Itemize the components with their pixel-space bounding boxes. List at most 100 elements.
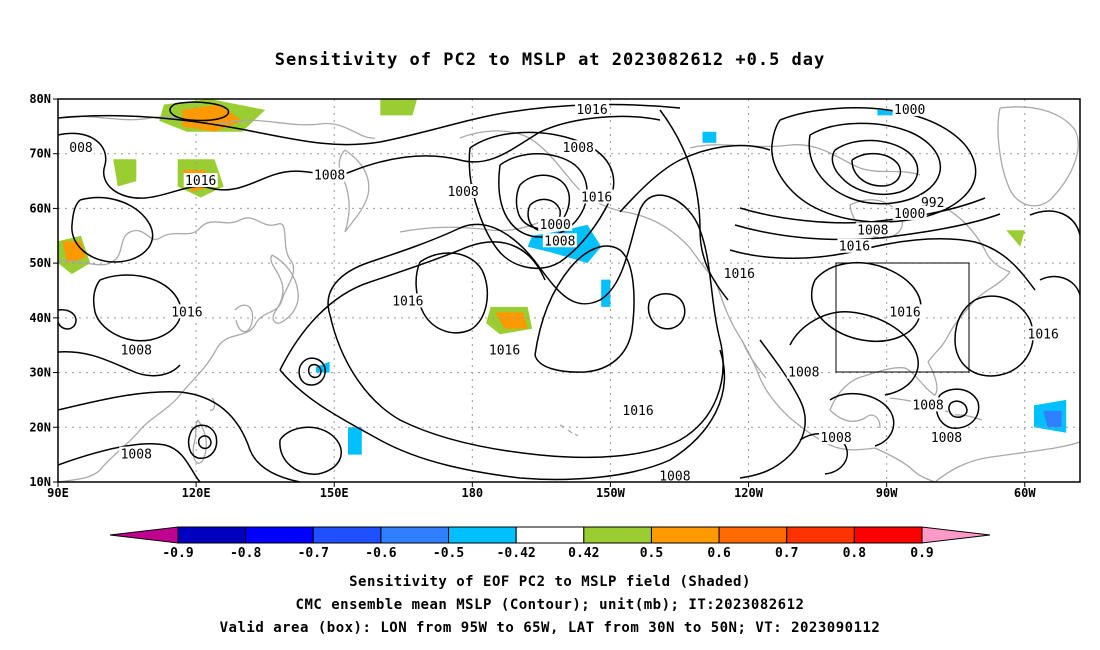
contour-label: 1008 — [659, 470, 690, 485]
colorbar-label: 0.9 — [910, 546, 933, 561]
contour-label: 1008 — [563, 141, 594, 156]
mslp-contour — [197, 435, 212, 450]
coastline-hawaii — [559, 424, 579, 437]
lon-label: 60W — [1014, 486, 1036, 500]
coastline-aleutians — [399, 221, 541, 233]
contour-label-bg — [312, 167, 347, 182]
contour-label-bg — [888, 304, 923, 319]
colorbar-over-triangle — [921, 526, 991, 544]
contour-label: 1008 — [912, 398, 943, 413]
contour-label: 1016 — [171, 305, 202, 320]
contour-label-bg — [1026, 326, 1061, 341]
mslp-contour — [71, 196, 154, 263]
colorbar-segment — [583, 526, 652, 544]
contour-label: 1008 — [121, 344, 152, 359]
mslp-contour — [58, 351, 181, 377]
shaded-area — [182, 104, 243, 132]
mslp-contour — [619, 144, 771, 213]
contour-label-bg — [68, 140, 95, 155]
map-frame — [57, 98, 1081, 483]
colorbar-segment — [177, 526, 247, 544]
contour-label: 1016 — [576, 103, 607, 118]
contour-label-bg — [542, 233, 577, 248]
mslp-contour — [327, 194, 724, 459]
mslp-contour — [58, 103, 681, 146]
contour-label: 1016 — [889, 305, 920, 320]
coastline-east-asia — [58, 217, 295, 482]
colorbar-segment — [380, 526, 450, 544]
caption-valid-area: Valid area (box): LON from 95W to 65W, L… — [219, 620, 881, 636]
contour-label: 1000 — [540, 218, 571, 233]
mslp-contour — [58, 390, 301, 482]
contour-label-bg — [837, 238, 872, 253]
mslp-contour — [851, 152, 902, 187]
contour-label: 1008 — [544, 234, 575, 249]
mslp-contour — [948, 400, 968, 418]
mslp-contour — [468, 131, 615, 269]
contour-label: 1016 — [839, 240, 870, 255]
contour-label: 1008 — [931, 431, 962, 446]
contour-label-bg — [911, 397, 946, 412]
contour-label-bg — [855, 222, 890, 237]
colorbar-label: 0.42 — [568, 546, 599, 561]
lon-label: 150E — [320, 486, 349, 500]
contour-label-bg — [119, 342, 154, 357]
coastline-kamchatka — [338, 149, 370, 233]
contour-label: 1008 — [314, 169, 345, 184]
colorbar-label: -0.5 — [433, 546, 464, 561]
coastline-south-america — [934, 441, 1080, 482]
contour-label-bg — [390, 293, 425, 308]
contour-label-bg — [169, 304, 204, 319]
shaded-area — [113, 159, 137, 187]
shaded-area — [495, 312, 528, 329]
mslp-contour — [954, 295, 1034, 377]
shaded-area — [380, 99, 418, 116]
contour-label-bg — [786, 364, 821, 379]
mslp-contour — [789, 311, 919, 396]
mslp-contour — [279, 241, 726, 481]
mslp-contour — [647, 293, 686, 330]
lon-label: 180 — [461, 486, 483, 500]
mslp-contour — [58, 309, 77, 330]
coastline-baja — [741, 339, 767, 379]
colorbar-segment — [650, 526, 720, 544]
colorbar-label: 0.8 — [843, 546, 867, 561]
colorbar-segment — [718, 526, 788, 544]
lat-label: 50N — [29, 256, 51, 270]
contour-label-bg — [538, 216, 573, 231]
coastline-korea — [234, 304, 254, 333]
coastline-japan — [270, 254, 299, 324]
shaded-area — [348, 427, 362, 455]
colorbar-label: -0.42 — [497, 546, 536, 561]
colorbar-segment — [515, 526, 585, 544]
lon-label: 90E — [47, 486, 69, 500]
contour-label: 1008 — [857, 223, 888, 238]
lat-label: 80N — [29, 92, 51, 106]
contour-label: 1016 — [392, 294, 423, 309]
lon-label: 150W — [596, 486, 626, 500]
page-title: Sensitivity of PC2 to MSLP at 2023082612… — [274, 50, 826, 70]
lat-label: 30N — [29, 366, 51, 380]
colorbar-label: -0.8 — [230, 546, 261, 561]
shaded-area — [1043, 410, 1062, 428]
contour-label: 1008 — [820, 431, 851, 446]
mslp-contour — [1029, 210, 1080, 236]
colorbar-segment — [312, 526, 382, 544]
mslp-contour — [831, 139, 919, 196]
lat-label: 60N — [29, 201, 51, 215]
mslp-contour — [1039, 275, 1080, 296]
mslp-contour — [58, 115, 661, 199]
contour-label: 1000 — [894, 103, 925, 118]
coastline-taiwan — [209, 397, 216, 411]
caption-contour: CMC ensemble mean MSLP (Contour); unit(m… — [295, 597, 805, 613]
mslp-contour — [799, 433, 848, 475]
mslp-contour — [935, 388, 980, 429]
mslp-contour — [307, 363, 322, 379]
colorbar-segment — [786, 526, 855, 544]
contour-label: 1016 — [1028, 327, 1059, 342]
contour-label: 1000 — [894, 207, 925, 222]
contour-label-bg — [621, 402, 656, 417]
contour-label: 1016 — [622, 404, 653, 419]
lat-label: 40N — [29, 311, 51, 325]
